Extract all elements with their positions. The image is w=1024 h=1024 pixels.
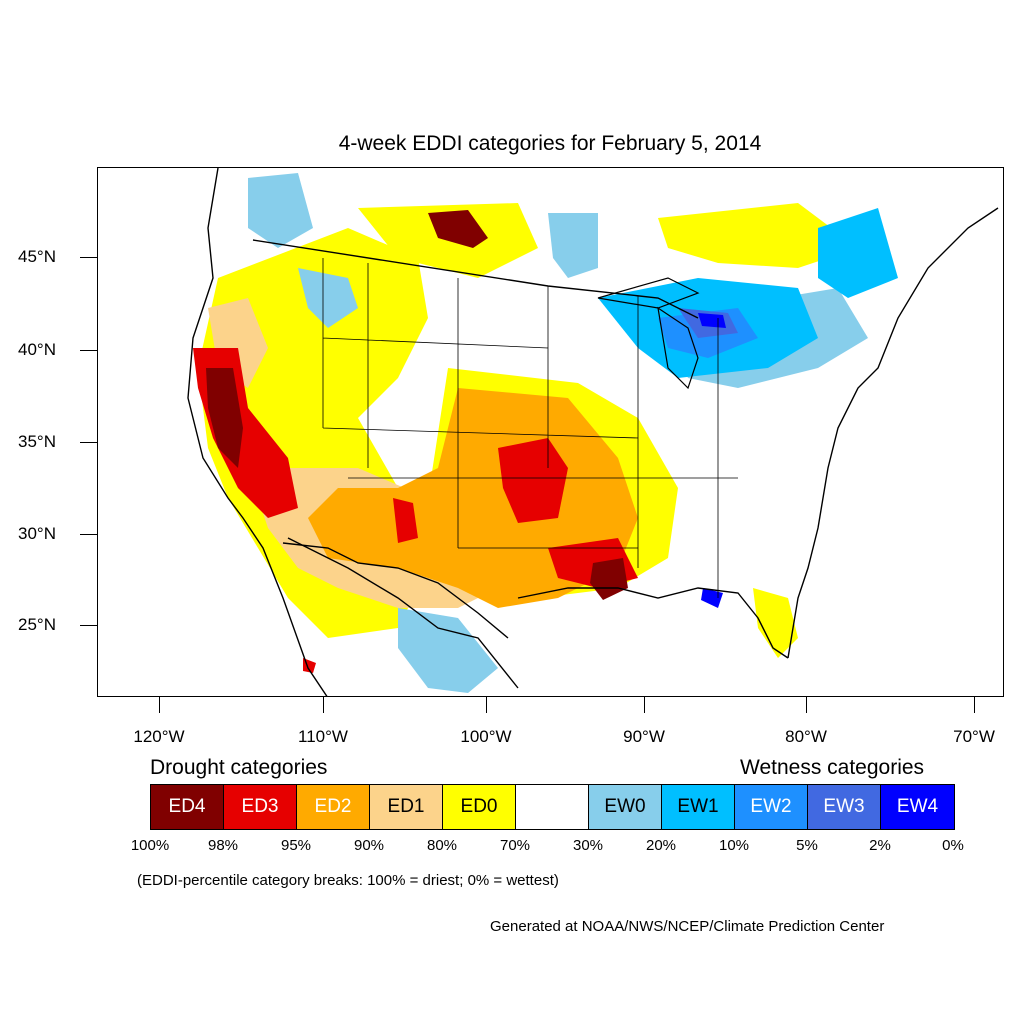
region-ew0-west: [298, 268, 358, 328]
legend-box-ed3: ED3: [224, 785, 297, 829]
lon-tick: [486, 697, 487, 713]
lon-label-70: 70°W: [953, 727, 995, 746]
legend-box-ed2: ED2: [297, 785, 370, 829]
lake-superior: [597, 277, 700, 309]
legend-box-ed4: ED4: [151, 785, 224, 829]
legend-box-ew4: EW4: [881, 785, 954, 829]
category-note: (EDDI-percentile category breaks: 100% =…: [137, 872, 559, 889]
eddi-map: [187, 168, 999, 696]
legend-box-ed0: ED0: [443, 785, 516, 829]
map-panel: [97, 167, 1004, 697]
percent-break-label: 98%: [207, 837, 239, 854]
category-regions: [193, 173, 898, 693]
percent-break-label: 95%: [280, 837, 312, 854]
map-title: 4-week EDDI categories for February 5, 2…: [338, 132, 762, 155]
legend-box-ew1: EW1: [662, 785, 735, 829]
region-ew4-lakes: [698, 313, 726, 328]
region-ew4-florida: [701, 588, 723, 608]
lat-label-35: 35°N: [18, 432, 56, 451]
lat-label-25: 25°N: [18, 615, 56, 634]
lon-tick: [974, 697, 975, 713]
percent-break-label: 20%: [645, 837, 677, 854]
region-ed0-florida: [753, 588, 798, 658]
region-ew0-nd: [548, 213, 598, 278]
legend-box-ed1: ED1: [370, 785, 443, 829]
lon-label-110: 110°W: [298, 727, 348, 746]
lon-label-100: 100°W: [460, 727, 512, 746]
credit-line: Generated at NOAA/NWS/NCEP/Climate Predi…: [490, 918, 885, 935]
drought-heading: Drought categories: [150, 756, 328, 779]
lon-tick: [323, 697, 324, 713]
lat-label-45: 45°N: [18, 247, 56, 266]
lon-tick: [644, 697, 645, 713]
percent-break-label: 0%: [942, 837, 964, 854]
legend-box-normal: [516, 785, 589, 829]
boundaries: [187, 168, 999, 696]
lon-label-80: 80°W: [785, 727, 827, 746]
lon-label-90: 90°W: [623, 727, 665, 746]
lat-tick: [80, 442, 97, 443]
lat-tick: [80, 350, 97, 351]
percent-break-label: 30%: [572, 837, 604, 854]
region-ed3-nm: [393, 498, 418, 543]
coastline-gulf: [287, 537, 789, 689]
lake-michigan: [657, 306, 699, 390]
percent-break-label: 90%: [353, 837, 385, 854]
us-canada-border: [252, 239, 699, 319]
legend-color-bar: ED4 ED3 ED2 ED1 ED0 EW0 EW1 EW2 EW3 EW4: [150, 784, 955, 830]
legend-box-ew0: EW0: [589, 785, 662, 829]
wetness-heading: Wetness categories: [740, 756, 925, 779]
lat-tick: [80, 534, 97, 535]
coastline-east: [787, 207, 999, 659]
state-lines: [322, 258, 738, 598]
lat-label-40: 40°N: [18, 340, 56, 359]
percent-break-label: 70%: [499, 837, 531, 854]
region-ed4-california: [206, 368, 243, 468]
legend-box-ew3: EW3: [808, 785, 881, 829]
percent-break-label: 80%: [426, 837, 458, 854]
percent-break-label: 5%: [796, 837, 818, 854]
legend-box-ew2: EW2: [735, 785, 808, 829]
region-ed3-kansas: [498, 438, 568, 523]
region-ed0-ne: [658, 203, 858, 268]
region-ew0-north: [248, 173, 313, 248]
coastline-west: [187, 168, 328, 696]
lat-tick: [80, 257, 97, 258]
lat-label-30: 30°N: [18, 524, 56, 543]
lat-tick: [80, 625, 97, 626]
percent-break-label: 2%: [869, 837, 891, 854]
lon-tick: [806, 697, 807, 713]
region-ed4-louisiana: [590, 558, 628, 600]
region-ew1-ne: [818, 208, 898, 298]
lon-label-120: 120°W: [133, 727, 185, 746]
percent-break-label: 10%: [718, 837, 750, 854]
percent-break-label: 100%: [130, 837, 170, 854]
region-ew0-texas: [398, 608, 498, 693]
region-ed4-north: [428, 210, 488, 248]
us-mexico-border: [282, 542, 509, 639]
lon-tick: [159, 697, 160, 713]
